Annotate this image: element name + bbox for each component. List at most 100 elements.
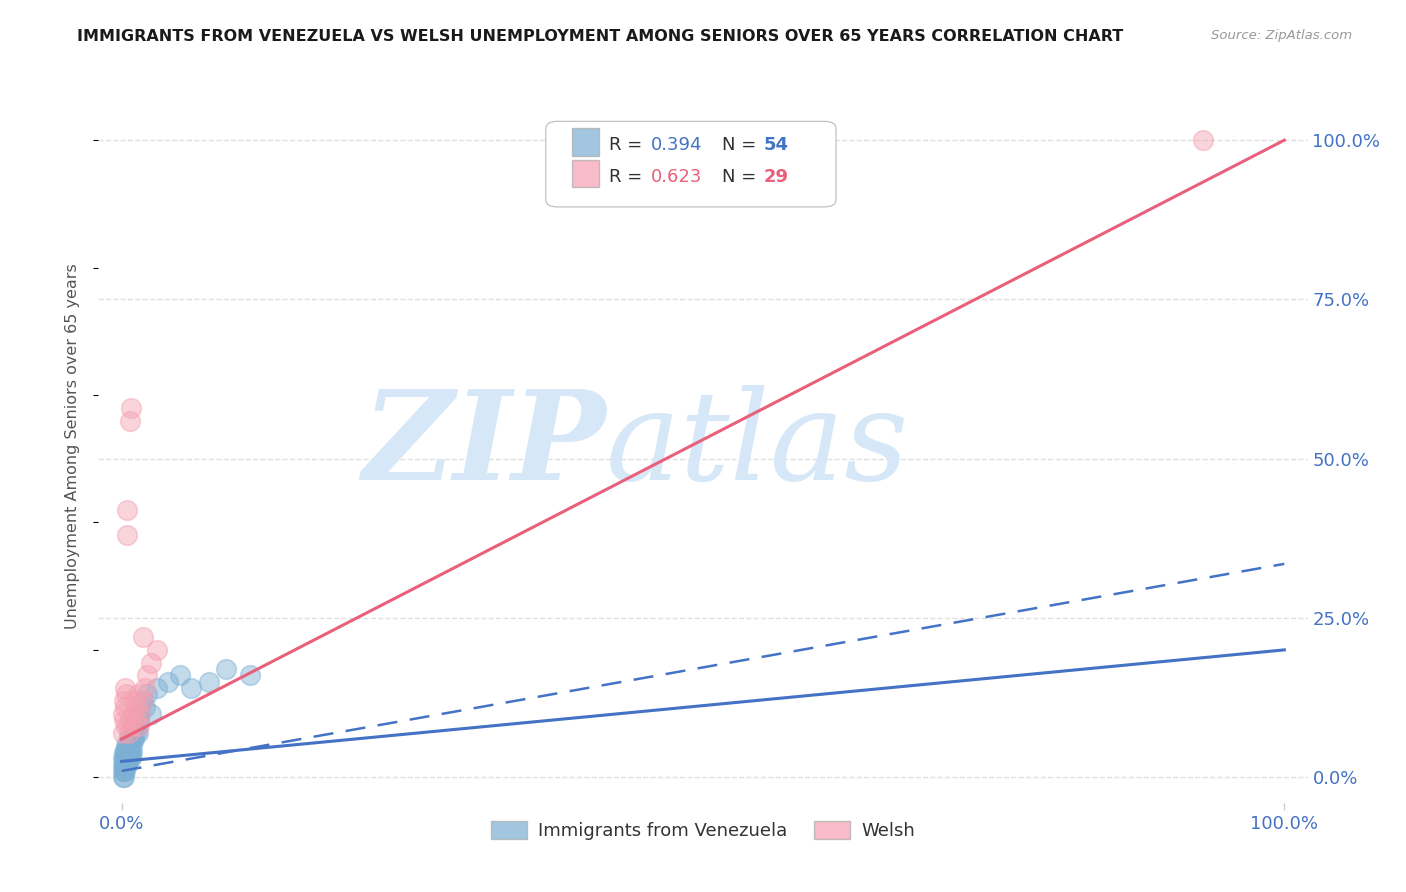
Text: 29: 29 (763, 168, 789, 186)
Point (121, 719, 143, 733)
Point (115, 719, 138, 733)
Text: 54: 54 (763, 136, 789, 153)
Point (111, 751, 134, 765)
Point (124, 719, 146, 733)
Point (117, 757, 139, 772)
Point (127, 688, 149, 702)
Point (115, 751, 138, 765)
Point (120, 745, 142, 759)
Text: N =: N = (723, 168, 762, 186)
Text: atlas: atlas (606, 385, 910, 507)
Point (124, 713, 146, 727)
Point (122, 732, 145, 747)
Point (131, 694, 153, 708)
Point (112, 745, 135, 759)
Point (124, 694, 146, 708)
Point (157, 674, 180, 689)
Point (117, 528, 139, 542)
Point (114, 751, 136, 765)
Point (115, 757, 138, 772)
Point (115, 688, 138, 702)
Point (112, 770, 135, 784)
Point (111, 706, 134, 721)
Point (131, 630, 153, 644)
Point (145, 643, 167, 657)
FancyBboxPatch shape (572, 160, 599, 187)
Point (120, 732, 142, 747)
Point (114, 757, 136, 772)
Point (120, 751, 142, 765)
Point (125, 719, 148, 733)
Point (118, 745, 141, 759)
Text: 0.623: 0.623 (651, 168, 703, 186)
Point (128, 713, 150, 727)
Point (114, 745, 136, 759)
Point (139, 706, 162, 721)
Point (118, 725, 141, 739)
Point (125, 700, 148, 714)
Point (1192, 133, 1215, 147)
Point (169, 668, 191, 682)
FancyBboxPatch shape (546, 121, 837, 207)
Text: Source: ZipAtlas.com: Source: ZipAtlas.com (1212, 29, 1353, 42)
Point (131, 694, 153, 708)
Text: N =: N = (723, 136, 762, 153)
Y-axis label: Unemployment Among Seniors over 65 years: Unemployment Among Seniors over 65 years (65, 263, 80, 629)
Point (122, 725, 145, 739)
Point (129, 706, 152, 721)
Point (111, 764, 134, 778)
Point (136, 668, 159, 682)
Point (115, 739, 138, 753)
Point (121, 745, 143, 759)
Point (112, 694, 135, 708)
Point (114, 681, 136, 695)
Point (124, 725, 146, 739)
Text: 0.394: 0.394 (651, 136, 703, 153)
FancyBboxPatch shape (572, 128, 599, 155)
Point (215, 662, 238, 676)
Point (111, 757, 134, 772)
Point (134, 681, 156, 695)
Point (117, 745, 139, 759)
Point (118, 739, 141, 753)
Text: R =: R = (609, 136, 648, 153)
Point (134, 700, 156, 714)
Point (111, 770, 134, 784)
Point (120, 401, 142, 415)
Point (124, 732, 146, 747)
Text: ZIP: ZIP (363, 385, 606, 507)
Legend: Immigrants from Venezuela, Welsh: Immigrants from Venezuela, Welsh (484, 814, 922, 847)
Point (118, 751, 141, 765)
Point (122, 706, 145, 721)
Point (118, 413, 141, 427)
Point (128, 719, 150, 733)
Point (117, 739, 139, 753)
Point (136, 688, 159, 702)
Point (198, 674, 221, 689)
Point (121, 739, 143, 753)
Point (112, 751, 135, 765)
Text: R =: R = (609, 168, 648, 186)
Point (112, 757, 135, 772)
Point (129, 706, 152, 721)
Point (118, 739, 141, 753)
Point (118, 745, 141, 759)
Point (118, 751, 141, 765)
Point (117, 751, 139, 765)
Point (112, 764, 135, 778)
Point (115, 745, 138, 759)
Point (139, 656, 162, 670)
Point (112, 713, 135, 727)
Point (117, 502, 139, 516)
Point (114, 764, 136, 778)
Point (127, 725, 149, 739)
Point (118, 713, 141, 727)
Point (180, 681, 202, 695)
Point (114, 757, 136, 772)
Text: IMMIGRANTS FROM VENEZUELA VS WELSH UNEMPLOYMENT AMONG SENIORS OVER 65 YEARS CORR: IMMIGRANTS FROM VENEZUELA VS WELSH UNEMP… (77, 29, 1123, 44)
Point (145, 681, 167, 695)
Point (111, 725, 134, 739)
Point (114, 700, 136, 714)
Point (118, 732, 141, 747)
Point (239, 668, 262, 682)
